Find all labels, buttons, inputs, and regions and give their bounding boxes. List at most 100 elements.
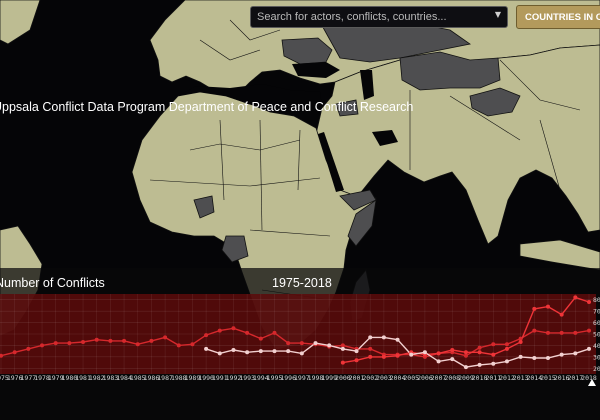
series-2-point[interactable] <box>587 300 591 304</box>
series-3-point[interactable] <box>491 361 496 366</box>
central-asia[interactable] <box>399 51 501 91</box>
series-1-point[interactable] <box>258 336 263 341</box>
series-3-point[interactable] <box>518 354 523 359</box>
syria[interactable] <box>335 99 359 117</box>
series-3-point[interactable] <box>217 351 222 356</box>
series-1-point[interactable] <box>245 330 250 335</box>
series-3-point[interactable] <box>313 341 318 346</box>
series-3-point[interactable] <box>463 365 468 370</box>
series-3-point[interactable] <box>477 362 482 367</box>
series-1-point[interactable] <box>67 341 72 346</box>
series-1-point[interactable] <box>26 346 31 351</box>
series-1-point[interactable] <box>518 336 523 341</box>
series-1-point[interactable] <box>12 350 17 355</box>
series-3-point[interactable] <box>436 359 441 364</box>
series-1-point[interactable] <box>368 346 373 351</box>
series-line-1 <box>0 327 590 358</box>
series-1-point[interactable] <box>217 328 222 333</box>
series-3-point[interactable] <box>422 350 427 355</box>
series-2-point[interactable] <box>573 295 578 300</box>
series-1-point[interactable] <box>163 335 168 340</box>
series-3-point[interactable] <box>587 346 591 351</box>
scroll-up-triangle-icon[interactable] <box>588 379 596 386</box>
series-3-point[interactable] <box>231 348 236 352</box>
series-3-point[interactable] <box>258 349 263 354</box>
series-1-point[interactable] <box>545 330 550 335</box>
west-africa-conflict[interactable] <box>193 195 215 219</box>
series-1-point[interactable] <box>135 342 140 347</box>
series-3-point[interactable] <box>245 350 250 355</box>
afghanistan[interactable] <box>469 87 521 117</box>
series-1-point[interactable] <box>463 353 468 358</box>
series-1-point[interactable] <box>122 338 127 343</box>
series-1-point[interactable] <box>491 342 496 347</box>
series-1-point[interactable] <box>0 353 3 358</box>
series-3-point[interactable] <box>381 335 386 340</box>
series-3-point[interactable] <box>354 349 359 354</box>
chevron-down-icon[interactable]: ▼ <box>494 10 501 19</box>
greenland[interactable] <box>0 0 41 45</box>
series-3-point[interactable] <box>299 351 304 356</box>
series-1-point[interactable] <box>94 337 99 342</box>
series-2-point[interactable] <box>532 306 537 311</box>
series-1-point[interactable] <box>340 343 345 348</box>
series-2-point[interactable] <box>463 350 468 355</box>
series-1-point[interactable] <box>231 326 236 331</box>
series-1-point[interactable] <box>286 341 291 346</box>
series-3-point[interactable] <box>504 359 509 364</box>
x-tick-label: 2014 <box>526 374 542 382</box>
x-tick-label: 1985 <box>130 374 146 382</box>
series-2-point[interactable] <box>395 353 400 358</box>
series-3-point[interactable] <box>272 349 277 354</box>
series-2-point[interactable] <box>368 354 373 359</box>
series-2-point[interactable] <box>545 304 550 309</box>
series-3-point[interactable] <box>204 346 209 351</box>
series-1-point[interactable] <box>504 342 509 347</box>
series-1-point[interactable] <box>108 338 113 343</box>
series-2-point[interactable] <box>450 348 455 352</box>
series-2-point[interactable] <box>518 340 523 344</box>
series-3-point[interactable] <box>450 357 455 362</box>
series-3-point[interactable] <box>327 343 332 348</box>
search-bar[interactable]: ▼ <box>250 6 508 28</box>
southeast-asia-islands[interactable] <box>519 239 600 271</box>
series-2-point[interactable] <box>504 346 509 351</box>
series-2-point[interactable] <box>477 350 482 355</box>
series-1-point[interactable] <box>149 338 154 343</box>
series-3-point[interactable] <box>573 351 578 356</box>
search-input[interactable] <box>251 7 487 27</box>
series-3-point[interactable] <box>409 352 414 357</box>
series-3-point[interactable] <box>532 356 537 360</box>
series-3-point[interactable] <box>395 337 400 342</box>
series-2-point[interactable] <box>340 360 345 365</box>
series-2-point[interactable] <box>436 351 441 356</box>
series-1-point[interactable] <box>559 330 564 335</box>
series-1-point[interactable] <box>532 328 537 333</box>
series-1-point[interactable] <box>587 328 591 333</box>
series-1-point[interactable] <box>40 343 45 348</box>
congo[interactable] <box>221 235 249 263</box>
series-2-point[interactable] <box>491 352 496 357</box>
series-1-point[interactable] <box>176 343 181 348</box>
series-1-point[interactable] <box>477 345 482 350</box>
series-2-point[interactable] <box>381 354 386 359</box>
somalia[interactable] <box>347 199 377 247</box>
series-3-point[interactable] <box>559 352 564 357</box>
x-tick-label: 1995 <box>267 374 283 382</box>
series-1-point[interactable] <box>299 341 304 346</box>
countries-in-conflict-button[interactable]: COUNTRIES IN CONFLICT <box>516 5 600 29</box>
series-1-point[interactable] <box>272 330 277 335</box>
series-1-point[interactable] <box>190 342 195 347</box>
series-1-point[interactable] <box>573 330 578 335</box>
series-2-point[interactable] <box>354 358 359 363</box>
series-1-point[interactable] <box>81 340 86 344</box>
series-1-point[interactable] <box>53 341 58 346</box>
series-3-point[interactable] <box>286 349 291 354</box>
series-3-point[interactable] <box>545 356 550 360</box>
series-3-point[interactable] <box>368 335 373 340</box>
x-tick-label: 1990 <box>198 374 214 382</box>
series-1-point[interactable] <box>204 333 209 338</box>
series-3-point[interactable] <box>340 346 345 351</box>
series-2-point[interactable] <box>559 312 564 317</box>
